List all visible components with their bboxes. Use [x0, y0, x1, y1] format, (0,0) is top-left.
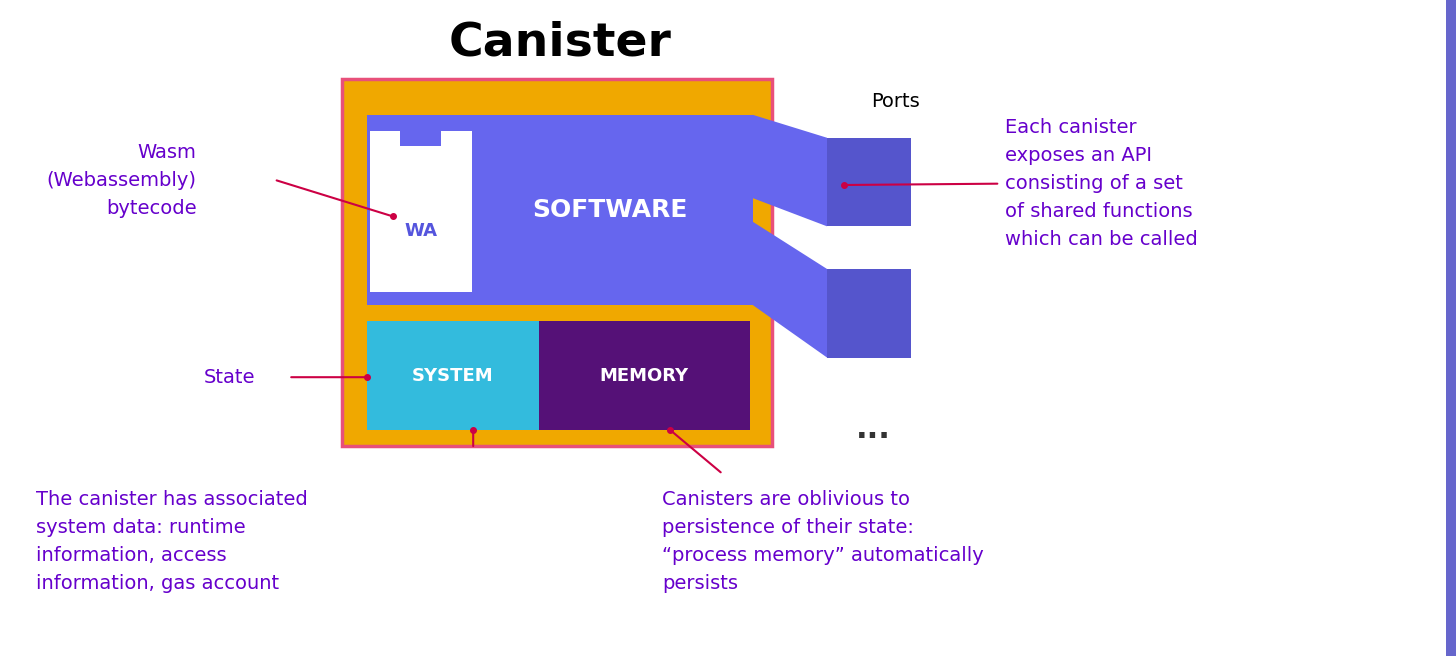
Text: The canister has associated
system data: runtime
information, access
information: The canister has associated system data:… [36, 489, 309, 593]
Text: SOFTWARE: SOFTWARE [533, 198, 687, 222]
Bar [342, 79, 772, 446]
Bar [367, 321, 539, 430]
Bar [539, 321, 750, 430]
Bar [827, 138, 911, 226]
Text: Canisters are oblivious to
persistence of their state:
“process memory” automati: Canisters are oblivious to persistence o… [662, 489, 984, 593]
Text: Canister: Canister [448, 20, 673, 65]
Bar [367, 115, 753, 305]
Text: Each canister
exposes an API
consisting of a set
of shared functions
which can b: Each canister exposes an API consisting … [1005, 118, 1197, 249]
Text: WA: WA [405, 222, 437, 240]
Polygon shape [753, 222, 827, 358]
Text: SYSTEM: SYSTEM [412, 367, 494, 384]
Text: Wasm
(Webassembly)
bytecode: Wasm (Webassembly) bytecode [47, 143, 197, 218]
Bar [400, 124, 441, 146]
Text: MEMORY: MEMORY [600, 367, 689, 384]
Text: State: State [204, 368, 255, 386]
Bar [827, 269, 911, 358]
Polygon shape [753, 115, 827, 226]
Text: Ports: Ports [871, 92, 920, 111]
Bar [370, 131, 472, 292]
Text: ...: ... [856, 415, 891, 444]
Bar [1446, 0, 1456, 656]
